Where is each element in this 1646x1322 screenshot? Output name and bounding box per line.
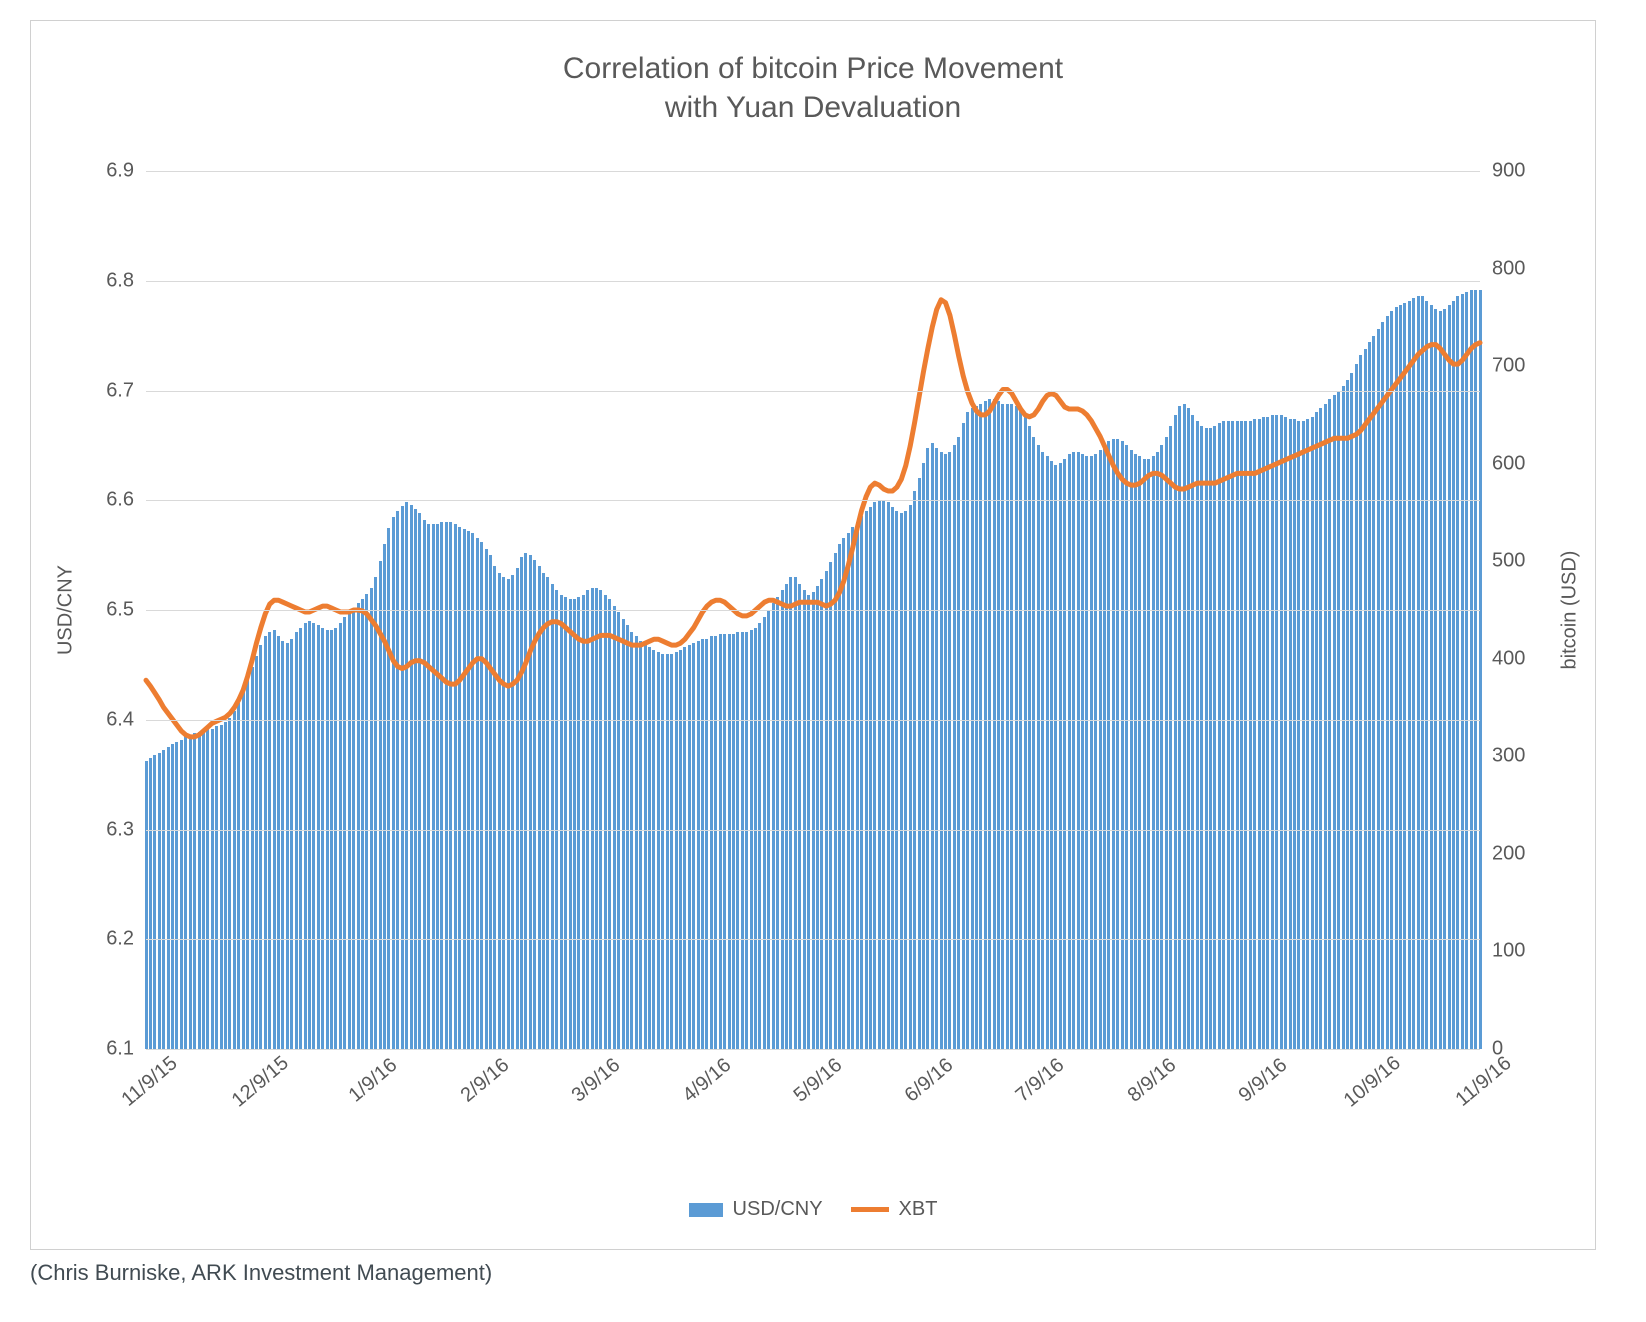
right-tick-label: 600 bbox=[1480, 452, 1525, 475]
legend-swatch-line bbox=[851, 1207, 889, 1212]
gridline bbox=[146, 500, 1480, 501]
left-tick-label: 6.9 bbox=[106, 160, 146, 183]
plot-area: USD/CNY bitcoin (USD) 11/9/1512/9/151/9/… bbox=[146, 171, 1480, 1049]
chart-frame: Correlation of bitcoin Price Movement wi… bbox=[30, 20, 1596, 1250]
gridline bbox=[146, 720, 1480, 721]
page: Correlation of bitcoin Price Movement wi… bbox=[0, 0, 1646, 1322]
right-tick-label: 0 bbox=[1480, 1038, 1503, 1061]
legend-label-bar: USD/CNY bbox=[733, 1198, 823, 1221]
left-tick-label: 6.6 bbox=[106, 489, 146, 512]
chart-title-line2: with Yuan Devaluation bbox=[31, 88, 1595, 127]
x-tick-label: 6/9/16 bbox=[901, 1054, 958, 1107]
left-tick-label: 6.4 bbox=[106, 708, 146, 731]
right-tick-label: 500 bbox=[1480, 550, 1525, 573]
left-tick-label: 6.7 bbox=[106, 379, 146, 402]
x-tick-label: 4/9/16 bbox=[678, 1054, 735, 1107]
left-tick-label: 6.1 bbox=[106, 1038, 146, 1061]
chart-title-line1: Correlation of bitcoin Price Movement bbox=[31, 49, 1595, 88]
x-tick-label: 2/9/16 bbox=[456, 1054, 513, 1107]
x-axis-labels: 11/9/1512/9/151/9/162/9/163/9/164/9/165/… bbox=[146, 1049, 1480, 1149]
right-tick-label: 700 bbox=[1480, 355, 1525, 378]
x-tick-label: 10/9/16 bbox=[1339, 1052, 1405, 1113]
x-tick-label: 9/9/16 bbox=[1234, 1054, 1291, 1107]
gridline bbox=[146, 939, 1480, 940]
x-tick-label: 11/9/16 bbox=[1451, 1052, 1516, 1112]
xbt-line bbox=[146, 300, 1480, 737]
gridline bbox=[146, 171, 1480, 172]
attribution-text: (Chris Burniske, ARK Investment Manageme… bbox=[30, 1260, 492, 1286]
left-tick-label: 6.2 bbox=[106, 928, 146, 951]
gridline bbox=[146, 830, 1480, 831]
x-tick-label: 5/9/16 bbox=[790, 1054, 847, 1107]
right-tick-label: 800 bbox=[1480, 257, 1525, 280]
right-tick-label: 100 bbox=[1480, 940, 1525, 963]
legend-label-line: XBT bbox=[899, 1198, 938, 1221]
gridline bbox=[146, 610, 1480, 611]
right-tick-label: 400 bbox=[1480, 647, 1525, 670]
right-tick-label: 300 bbox=[1480, 745, 1525, 768]
x-tick-label: 12/9/15 bbox=[228, 1052, 294, 1113]
left-tick-label: 6.3 bbox=[106, 818, 146, 841]
x-tick-label: 3/9/16 bbox=[567, 1054, 624, 1107]
legend: USD/CNY XBT bbox=[31, 1198, 1595, 1221]
chart-title: Correlation of bitcoin Price Movement wi… bbox=[31, 21, 1595, 127]
legend-item-bar: USD/CNY bbox=[689, 1198, 823, 1221]
x-tick-label: 7/9/16 bbox=[1012, 1054, 1069, 1107]
left-tick-label: 6.8 bbox=[106, 269, 146, 292]
legend-swatch-bar bbox=[689, 1203, 723, 1217]
x-tick-label: 8/9/16 bbox=[1123, 1054, 1180, 1107]
gridline bbox=[146, 281, 1480, 282]
legend-item-line: XBT bbox=[851, 1198, 938, 1221]
x-tick-label: 1/9/16 bbox=[345, 1054, 402, 1107]
right-tick-label: 200 bbox=[1480, 842, 1525, 865]
right-axis-title: bitcoin (USD) bbox=[1559, 551, 1582, 670]
right-tick-label: 900 bbox=[1480, 160, 1525, 183]
left-axis-title: USD/CNY bbox=[55, 565, 78, 655]
gridline bbox=[146, 391, 1480, 392]
left-tick-label: 6.5 bbox=[106, 599, 146, 622]
gridline bbox=[146, 1049, 1480, 1050]
x-tick-label: 11/9/15 bbox=[117, 1052, 182, 1112]
